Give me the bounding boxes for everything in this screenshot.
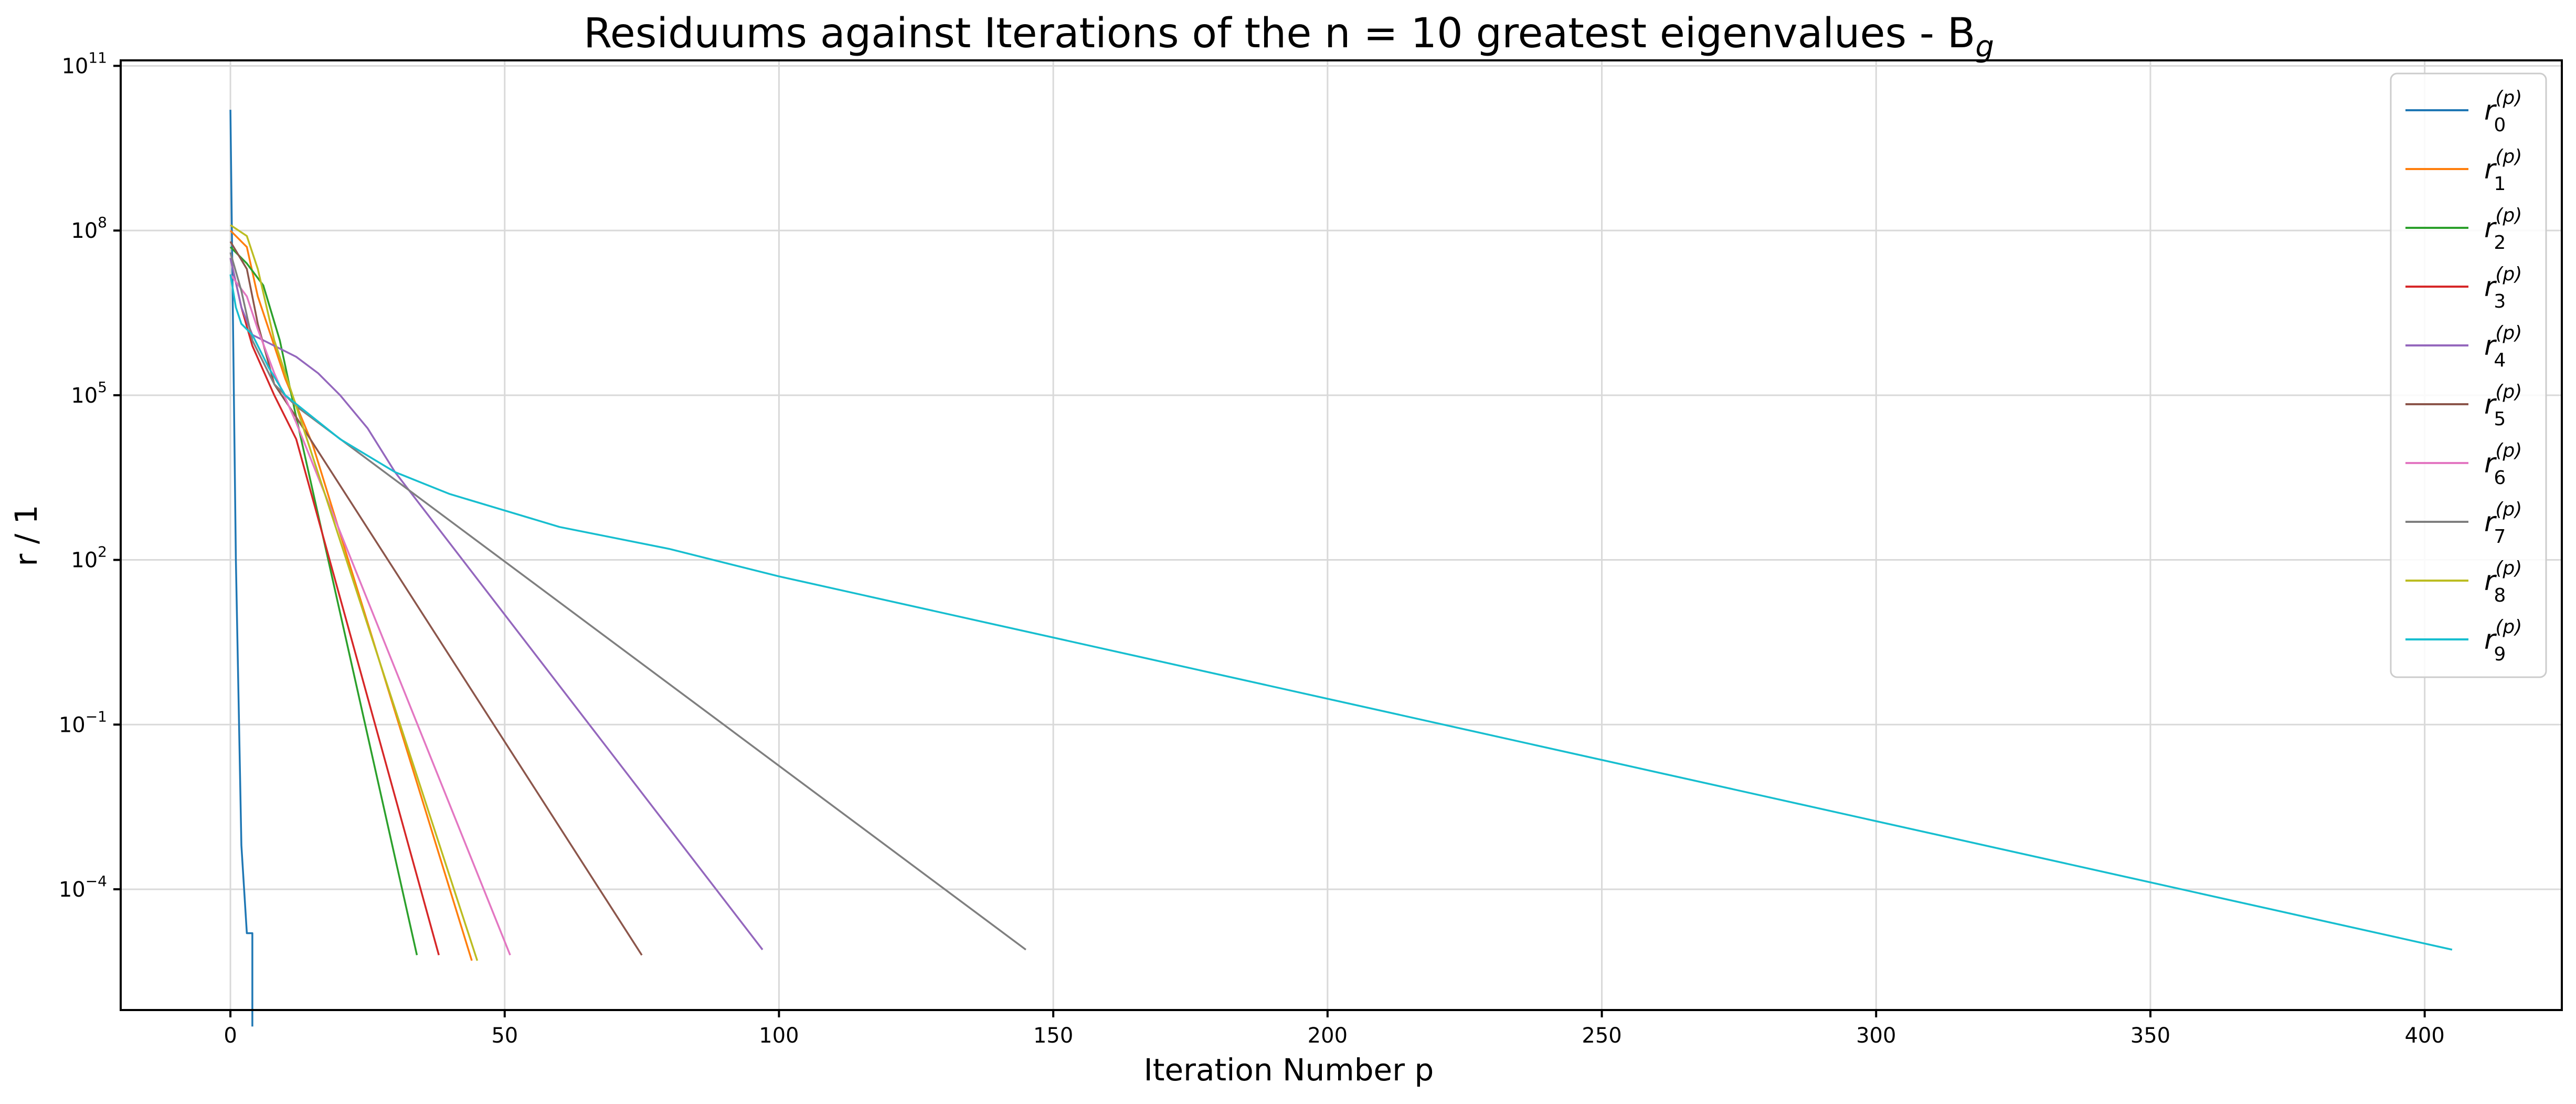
- legend-box: [2390, 72, 2547, 678]
- x-tick-label: 300: [1856, 1024, 1896, 1048]
- series-line-r4: [229, 258, 764, 951]
- x-tick-label: 350: [2130, 1024, 2170, 1048]
- y-tick-label: 1011: [61, 49, 107, 78]
- y-axis-title: r / 1: [8, 504, 44, 566]
- series-line-r0: [229, 110, 253, 1027]
- x-axis-title: Iteration Number p: [1144, 1052, 1434, 1088]
- series-line-r9: [229, 274, 2453, 951]
- x-tick-label: 250: [1582, 1024, 1621, 1048]
- series-line-r7: [229, 252, 1026, 951]
- series-line-r5: [229, 241, 643, 956]
- x-tick-label: 50: [491, 1024, 518, 1048]
- series-line-r6: [229, 274, 511, 956]
- x-tick-label: 400: [2404, 1024, 2444, 1048]
- series-line-r2: [229, 246, 418, 955]
- axis-ticks: 0 50 100 150 200 250 300 350 40010−410−110210510…: [59, 49, 2445, 1048]
- grid-lines: [121, 60, 2562, 1010]
- x-tick-label: 100: [759, 1024, 799, 1048]
- x-tick-label: 150: [1033, 1024, 1073, 1048]
- series-line-r8: [230, 224, 479, 961]
- chart-title-subscript: g: [1975, 30, 1994, 64]
- x-tick-label: 0: [224, 1024, 237, 1048]
- x-tick-label: 200: [1308, 1024, 1348, 1048]
- series-layer: [229, 110, 2453, 1027]
- plot-area-frame: [120, 59, 2563, 1011]
- chart-title: Residuums against Iterations of the n = …: [584, 10, 1994, 64]
- legend: r(p) 0r(p) 1r(p) 2r(p) 3r(p) 4r(p) 5r(p) 6r(p) 7…: [2390, 72, 2547, 678]
